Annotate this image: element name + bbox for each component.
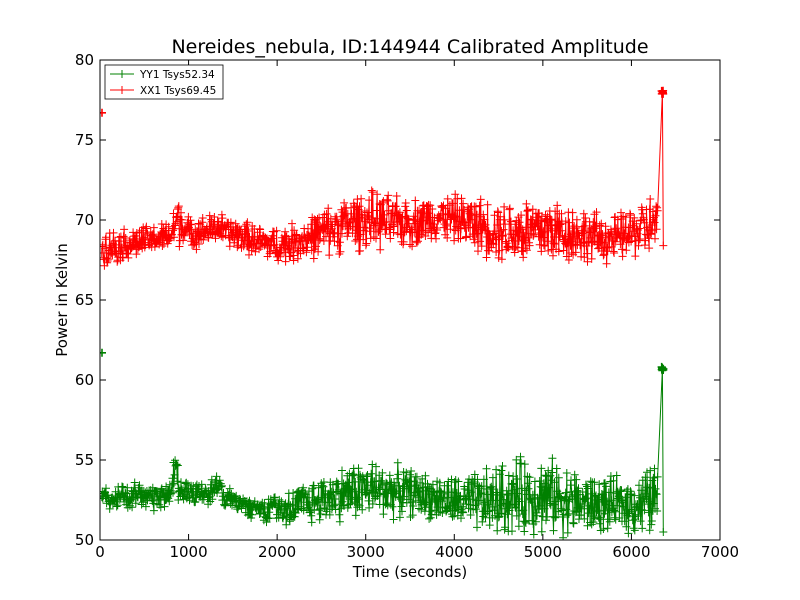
y-tick-label: 80	[75, 51, 94, 69]
chart-title: Nereides_nebula, ID:144944 Calibrated Am…	[171, 36, 648, 58]
series-markers	[100, 364, 668, 540]
legend-label-xx1: XX1 Tsys69.45	[140, 85, 216, 97]
x-tick-label: 1000	[169, 543, 207, 561]
y-tick-label: 65	[75, 291, 94, 309]
x-tick-label: 4000	[435, 543, 473, 561]
legend-marker-yy1	[118, 70, 126, 78]
outlier-point	[100, 108, 106, 117]
series-markers	[100, 88, 668, 270]
x-tick-label: 7000	[701, 543, 739, 561]
legend: YY1 Tsys52.34 XX1 Tsys69.45	[104, 64, 224, 100]
x-tick-label: 5000	[524, 543, 562, 561]
legend-marker-xx1	[118, 86, 126, 94]
x-tick-label: 3000	[347, 543, 385, 561]
spike-markers	[657, 86, 668, 98]
y-tick-label: 75	[75, 131, 94, 149]
series-yy1	[100, 348, 668, 540]
x-tick-label: 2000	[258, 543, 296, 561]
x-tick-label: 0	[95, 543, 105, 561]
y-tick-label: 50	[75, 531, 94, 549]
legend-box	[104, 64, 224, 100]
y-tick-label: 60	[75, 371, 94, 389]
series-xx1	[100, 86, 668, 270]
y-tick-label: 55	[75, 451, 94, 469]
outlier-point	[100, 348, 106, 357]
x-tick-label: 6000	[612, 543, 650, 561]
y-axis-label: Power in Kelvin	[53, 243, 71, 357]
y-tick-label: 70	[75, 211, 94, 229]
x-axis-label: Time (seconds)	[352, 563, 468, 581]
plot-area	[100, 60, 720, 540]
spike-markers	[657, 362, 668, 375]
ticks-layer: 0 1000 2000 3000 4000 5000 6000 7000 50 55 60 65 70 7…	[75, 51, 739, 561]
legend-label-yy1: YY1 Tsys52.34	[139, 69, 215, 81]
series-layer	[100, 86, 668, 540]
